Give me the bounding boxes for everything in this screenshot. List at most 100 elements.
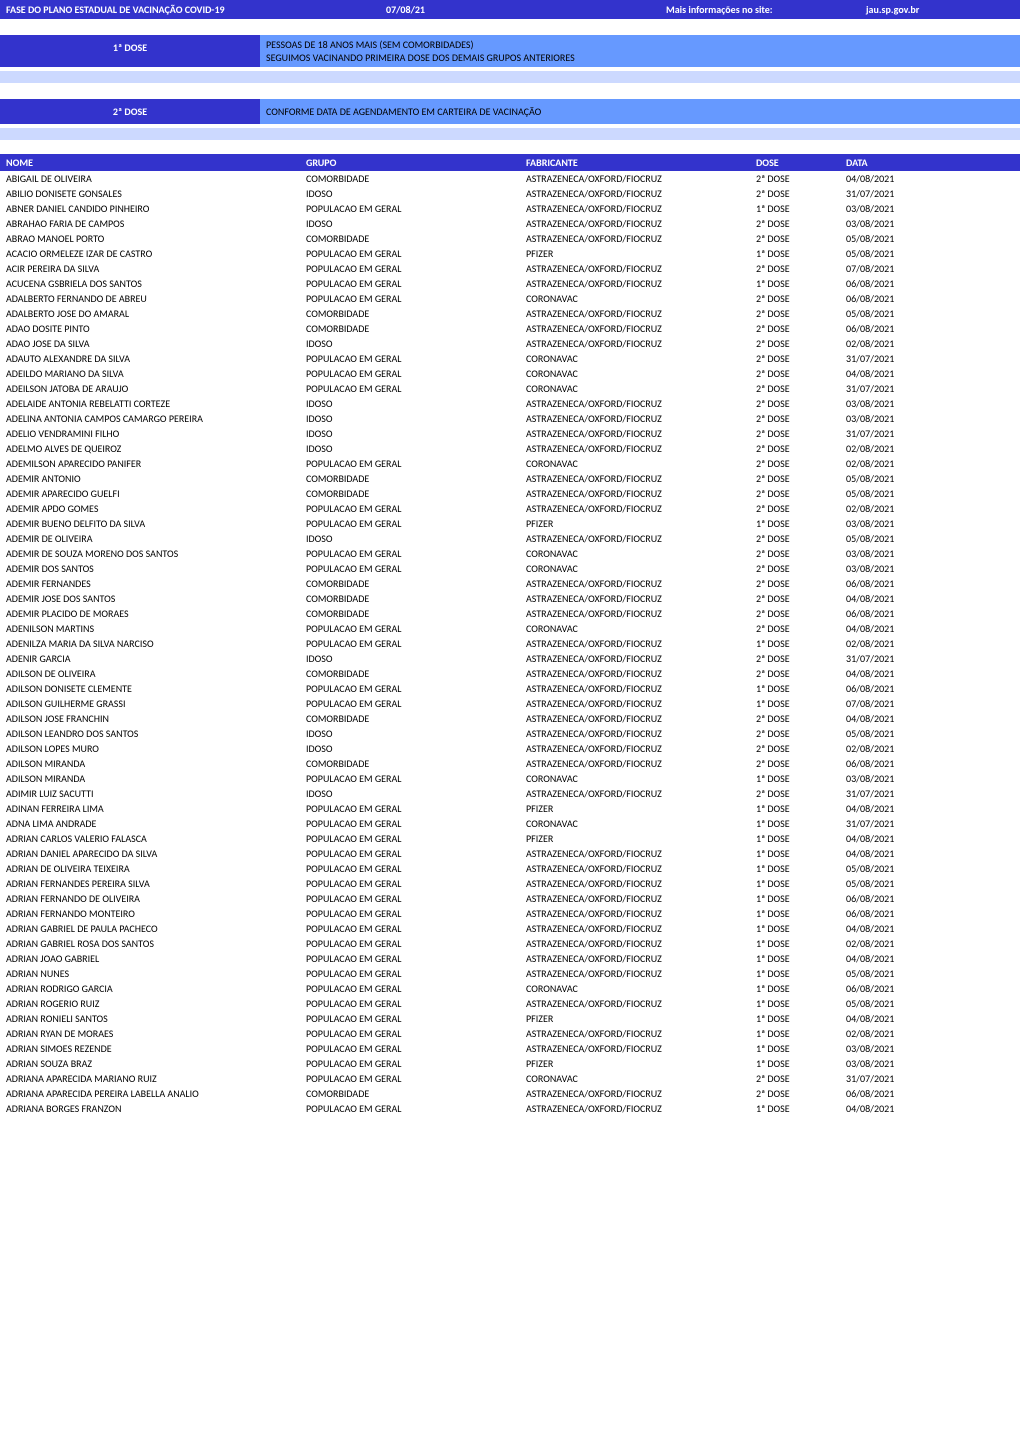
cell-grupo: IDOSO (300, 411, 520, 426)
cell-dose: 2ª DOSE (750, 756, 840, 771)
cell-fabricante: ASTRAZENECA/OXFORD/FIOCRUZ (520, 876, 750, 891)
cell-fabricante: ASTRAZENECA/OXFORD/FIOCRUZ (520, 261, 750, 276)
cell-dose: 2ª DOSE (750, 561, 840, 576)
cell-dose: 1ª DOSE (750, 636, 840, 651)
cell-data: 03/08/2021 (840, 396, 1020, 411)
dose2-label: 2ª DOSE (0, 99, 260, 124)
cell-nome: ADRIAN RYAN DE MORAES (0, 1026, 300, 1041)
cell-dose: 1ª DOSE (750, 846, 840, 861)
cell-dose: 2ª DOSE (750, 1086, 840, 1101)
cell-dose: 1ª DOSE (750, 951, 840, 966)
cell-nome: ADILSON JOSE FRANCHIN (0, 711, 300, 726)
cell-nome: ADEMIR DOS SANTOS (0, 561, 300, 576)
header-date: 07/08/21 (386, 3, 666, 16)
cell-data: 07/08/2021 (840, 261, 1020, 276)
col-header-data: DATA (840, 154, 1020, 171)
cell-dose: 2ª DOSE (750, 546, 840, 561)
cell-data: 02/08/2021 (840, 636, 1020, 651)
cell-dose: 1ª DOSE (750, 696, 840, 711)
cell-fabricante: ASTRAZENECA/OXFORD/FIOCRUZ (520, 276, 750, 291)
cell-data: 31/07/2021 (840, 186, 1020, 201)
table-row: ADELAIDE ANTONIA REBELATTI CORTEZEIDOSOA… (0, 396, 1020, 411)
cell-nome: ACACIO ORMELEZE IZAR DE CASTRO (0, 246, 300, 261)
cell-data: 03/08/2021 (840, 216, 1020, 231)
cell-data: 03/08/2021 (840, 1041, 1020, 1056)
cell-nome: ADEMIR PLACIDO DE MORAES (0, 606, 300, 621)
cell-dose: 2ª DOSE (750, 441, 840, 456)
cell-nome: ABRAHAO FARIA DE CAMPOS (0, 216, 300, 231)
cell-dose: 1ª DOSE (750, 1101, 840, 1116)
cell-nome: ADEILDO MARIANO DA SILVA (0, 366, 300, 381)
cell-data: 04/08/2021 (840, 711, 1020, 726)
cell-grupo: POPULACAO EM GERAL (300, 351, 520, 366)
table-row: ADEILDO MARIANO DA SILVAPOPULACAO EM GER… (0, 366, 1020, 381)
cell-grupo: POPULACAO EM GERAL (300, 981, 520, 996)
table-row: ADEMIR APARECIDO GUELFICOMORBIDADEASTRAZ… (0, 486, 1020, 501)
table-row: ADRIAN NUNESPOPULACAO EM GERALASTRAZENEC… (0, 966, 1020, 981)
cell-grupo: IDOSO (300, 396, 520, 411)
cell-grupo: POPULACAO EM GERAL (300, 366, 520, 381)
cell-nome: ADRIAN RODRIGO GARCIA (0, 981, 300, 996)
table-row: ADRIAN CARLOS VALERIO FALASCAPOPULACAO E… (0, 831, 1020, 846)
cell-grupo: POPULACAO EM GERAL (300, 966, 520, 981)
cell-dose: 1ª DOSE (750, 801, 840, 816)
cell-data: 04/08/2021 (840, 846, 1020, 861)
cell-nome: ADENILSON MARTINS (0, 621, 300, 636)
cell-nome: ADELIO VENDRAMINI FILHO (0, 426, 300, 441)
dose2-block: 2ª DOSE CONFORME DATA DE AGENDAMENTO EM … (0, 99, 1020, 124)
cell-nome: ADEMIR BUENO DELFITO DA SILVA (0, 516, 300, 531)
cell-data: 05/08/2021 (840, 996, 1020, 1011)
cell-data: 06/08/2021 (840, 606, 1020, 621)
table-row: ACUCENA GSBRIELA DOS SANTOSPOPULACAO EM … (0, 276, 1020, 291)
cell-fabricante: ASTRAZENECA/OXFORD/FIOCRUZ (520, 711, 750, 726)
cell-grupo: POPULACAO EM GERAL (300, 936, 520, 951)
cell-fabricante: ASTRAZENECA/OXFORD/FIOCRUZ (520, 576, 750, 591)
cell-data: 04/08/2021 (840, 621, 1020, 636)
cell-nome: ADENILZA MARIA DA SILVA NARCISO (0, 636, 300, 651)
cell-data: 31/07/2021 (840, 816, 1020, 831)
cell-nome: ADILSON DONISETE CLEMENTE (0, 681, 300, 696)
cell-data: 05/08/2021 (840, 486, 1020, 501)
light-strip-2 (0, 128, 1020, 140)
cell-data: 06/08/2021 (840, 681, 1020, 696)
cell-fabricante: PFIZER (520, 246, 750, 261)
cell-nome: ADRIAN DANIEL APARECIDO DA SILVA (0, 846, 300, 861)
cell-fabricante: ASTRAZENECA/OXFORD/FIOCRUZ (520, 996, 750, 1011)
cell-dose: 1ª DOSE (750, 831, 840, 846)
cell-fabricante: ASTRAZENECA/OXFORD/FIOCRUZ (520, 861, 750, 876)
cell-fabricante: ASTRAZENECA/OXFORD/FIOCRUZ (520, 696, 750, 711)
cell-data: 02/08/2021 (840, 741, 1020, 756)
table-row: ABRAHAO FARIA DE CAMPOSIDOSOASTRAZENECA/… (0, 216, 1020, 231)
cell-data: 05/08/2021 (840, 876, 1020, 891)
cell-nome: ADRIAN GABRIEL ROSA DOS SANTOS (0, 936, 300, 951)
cell-dose: 1ª DOSE (750, 276, 840, 291)
table-row: ADILSON MIRANDACOMORBIDADEASTRAZENECA/OX… (0, 756, 1020, 771)
cell-grupo: IDOSO (300, 726, 520, 741)
cell-nome: ADRIAN DE OLIVEIRA TEIXEIRA (0, 861, 300, 876)
cell-grupo: POPULACAO EM GERAL (300, 561, 520, 576)
cell-dose: 1ª DOSE (750, 516, 840, 531)
dose2-line1: CONFORME DATA DE AGENDAMENTO EM CARTEIRA… (266, 105, 1014, 118)
cell-nome: ADRIAN NUNES (0, 966, 300, 981)
header-info-site: jau.sp.gov.br (866, 3, 1014, 16)
cell-grupo: COMORBIDADE (300, 306, 520, 321)
table-row: ADRIAN SOUZA BRAZPOPULACAO EM GERALPFIZE… (0, 1056, 1020, 1071)
cell-fabricante: ASTRAZENECA/OXFORD/FIOCRUZ (520, 606, 750, 621)
cell-data: 06/08/2021 (840, 906, 1020, 921)
cell-dose: 1ª DOSE (750, 816, 840, 831)
cell-nome: ACIR PEREIRA DA SILVA (0, 261, 300, 276)
cell-grupo: POPULACAO EM GERAL (300, 1056, 520, 1071)
light-strip-1 (0, 71, 1020, 83)
cell-grupo: COMORBIDADE (300, 666, 520, 681)
table-row: ADILSON LOPES MUROIDOSOASTRAZENECA/OXFOR… (0, 741, 1020, 756)
cell-data: 04/08/2021 (840, 591, 1020, 606)
table-row: ADRIAN JOAO GABRIELPOPULACAO EM GERALAST… (0, 951, 1020, 966)
cell-nome: ADILSON LOPES MURO (0, 741, 300, 756)
col-header-grupo: GRUPO (300, 154, 520, 171)
table-row: ADRIAN DANIEL APARECIDO DA SILVAPOPULACA… (0, 846, 1020, 861)
cell-nome: ADALBERTO FERNANDO DE ABREU (0, 291, 300, 306)
cell-nome: ADRIAN GABRIEL DE PAULA PACHECO (0, 921, 300, 936)
cell-fabricante: CORONAVAC (520, 1071, 750, 1086)
table-row: ADELIO VENDRAMINI FILHOIDOSOASTRAZENECA/… (0, 426, 1020, 441)
table-row: ADRIAN GABRIEL ROSA DOS SANTOSPOPULACAO … (0, 936, 1020, 951)
